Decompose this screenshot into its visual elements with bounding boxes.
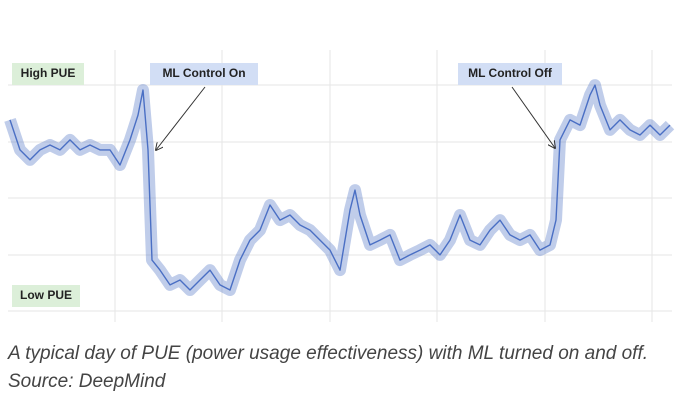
arrow — [511, 86, 555, 148]
label-box — [458, 63, 562, 85]
annotation: High PUE — [21, 66, 76, 80]
caption: A typical day of PUE (power usage effect… — [8, 343, 649, 392]
annotation: ML Control Off — [468, 66, 553, 80]
band — [4, 79, 675, 296]
label-box — [150, 63, 258, 85]
arrow — [156, 86, 206, 150]
annotation: ML Control On — [162, 66, 245, 80]
label-box — [12, 63, 84, 85]
annotation: Low PUE — [20, 288, 72, 302]
grid — [8, 50, 672, 322]
plot — [4, 79, 675, 296]
line — [9, 84, 671, 291]
label-box — [12, 285, 80, 307]
chart: High PUE Low PUE ML Control On ML Contro… — [4, 50, 675, 322]
